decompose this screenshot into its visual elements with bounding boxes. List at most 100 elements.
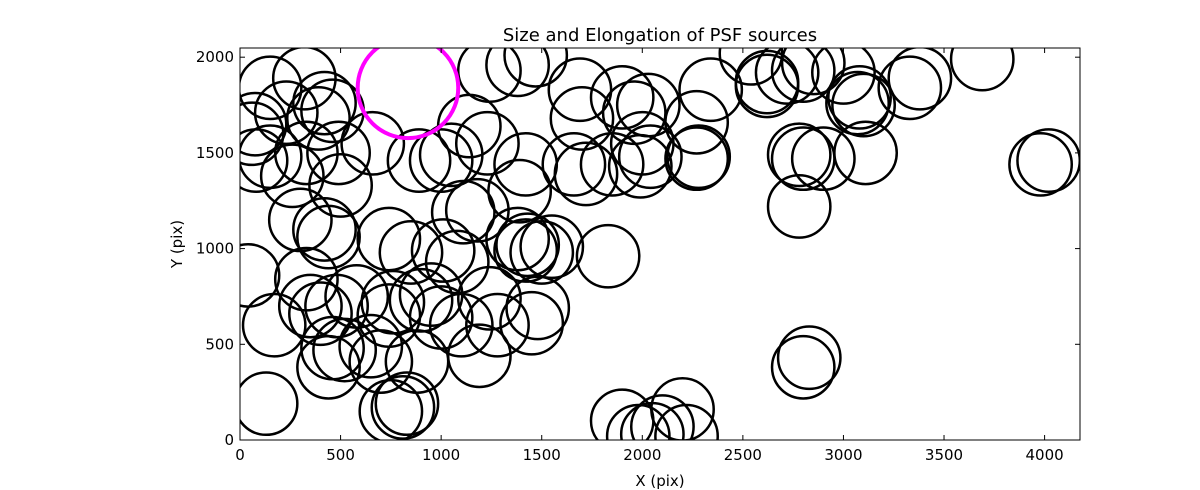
- psf-source-marker: [457, 48, 522, 104]
- x-tick-label: 4000: [1026, 446, 1064, 464]
- psf-source-marker: [386, 128, 452, 193]
- psf-source-marker: [312, 317, 378, 383]
- chart-title: Size and Elongation of PSF sources: [503, 25, 817, 46]
- x-tick-label: 2000: [623, 446, 661, 464]
- psf-source-marker: [790, 126, 856, 192]
- psf-source-marker: [509, 219, 575, 285]
- psf-source-marker: [887, 48, 953, 111]
- psf-source-marker: [493, 218, 559, 283]
- psf-source-marker: [240, 371, 299, 437]
- psf-source-marker: [410, 218, 476, 283]
- psf-source-marker: [292, 70, 357, 136]
- psf-source-marker: [259, 143, 325, 209]
- psf-source-marker: [780, 48, 846, 96]
- psf-source-marker: [418, 122, 484, 188]
- psf-source-marker: [553, 141, 619, 207]
- psf-source-marker: [374, 371, 440, 437]
- psf-source-marker: [666, 124, 732, 190]
- plot-frame: [239, 47, 1081, 441]
- psf-source-marker: [306, 120, 371, 186]
- psf-source-marker: [240, 91, 288, 157]
- psf-source-marker: [273, 120, 339, 186]
- psf-source-marker: [549, 86, 615, 151]
- psf-source-marker: [776, 325, 842, 391]
- psf-source-marker: [296, 204, 361, 270]
- psf-source-marker: [833, 120, 899, 186]
- markers-layer: [240, 48, 1080, 440]
- psf-source-marker: [811, 48, 876, 105]
- psf-source-marker: [734, 49, 800, 115]
- psf-source-marker: [240, 55, 303, 121]
- psf-source-marker: [240, 124, 303, 190]
- y-tick-label: 2000: [196, 48, 234, 66]
- psf-source-marker: [617, 124, 683, 190]
- psf-source-marker: [541, 131, 607, 197]
- psf-source-marker: [465, 292, 530, 358]
- psf-source-marker: [340, 110, 406, 176]
- psf-source-marker: [827, 64, 892, 130]
- psf-source-marker: [949, 48, 1015, 92]
- psf-source-marker: [575, 223, 641, 289]
- psf-source-marker: [446, 323, 512, 389]
- x-axis-label: X (pix): [635, 472, 684, 490]
- psf-source-marker: [424, 229, 490, 295]
- psf-source-marker: [589, 64, 655, 130]
- psf-source-marker: [607, 133, 673, 199]
- psf-source-marker: [1008, 131, 1074, 197]
- psf-source-marker: [286, 86, 351, 151]
- psf-source-marker: [825, 70, 890, 136]
- psf-source-marker: [718, 48, 784, 86]
- psf-source-marker: [384, 329, 450, 394]
- psf-source-marker: [495, 212, 561, 278]
- psf-source-marker: [253, 80, 319, 146]
- y-tick-label: 0: [224, 431, 234, 449]
- y-axis-label: Y (pix): [168, 220, 186, 269]
- psf-source-marker: [678, 57, 744, 123]
- axis-ticks: 0 500 1000 1500 2000 2500 3000 3500 4000 0 500 1000…: [196, 48, 1080, 464]
- psf-source-marker: [766, 174, 832, 239]
- x-tick-label: 0: [235, 446, 245, 464]
- x-tick-label: 1500: [523, 446, 561, 464]
- psf-source-marker: [877, 55, 943, 121]
- x-tick-label: 3000: [824, 446, 862, 464]
- psf-source-marker: [770, 48, 836, 104]
- highlighted-psf-source-marker: [355, 48, 461, 141]
- psf-source-marker: [271, 48, 337, 111]
- x-tick-label: 3500: [925, 446, 963, 464]
- psf-source-marker: [428, 292, 494, 358]
- psf-source-marker: [277, 273, 343, 339]
- psf-source-marker: [288, 281, 353, 347]
- psf-source-marker: [831, 72, 896, 138]
- psf-source-marker: [356, 206, 422, 272]
- psf-source-marker: [770, 126, 836, 192]
- psf-source-marker: [493, 131, 559, 197]
- psf-source-marker: [505, 275, 571, 341]
- psf-source-marker: [456, 265, 522, 331]
- psf-source-marker: [378, 219, 444, 285]
- psf-source-marker: [358, 378, 424, 440]
- psf-source-marker: [766, 122, 832, 188]
- psf-source-marker: [370, 375, 436, 440]
- psf-source-marker: [430, 179, 496, 245]
- psf-source-marker: [664, 126, 730, 192]
- psf-source-marker: [547, 57, 613, 123]
- psf-source-marker: [454, 110, 520, 176]
- x-tick-label: 2500: [724, 446, 762, 464]
- psf-source-marker: [485, 48, 551, 98]
- psf-source-marker: [770, 334, 836, 400]
- psf-source-marker: [629, 394, 695, 440]
- psf-source-marker: [499, 290, 565, 356]
- y-tick-label: 1000: [196, 240, 234, 258]
- psf-source-marker: [487, 158, 553, 224]
- y-tick-label: 500: [205, 335, 234, 353]
- psf-source-marker: [734, 53, 800, 119]
- psf-source-marker: [589, 388, 655, 440]
- y-tick-label: 1500: [196, 144, 234, 162]
- psf-source-marker: [754, 48, 820, 105]
- psf-source-marker: [292, 197, 357, 262]
- x-tick-label: 1000: [422, 446, 460, 464]
- psf-source-marker: [296, 334, 361, 400]
- psf-source-marker: [650, 376, 715, 440]
